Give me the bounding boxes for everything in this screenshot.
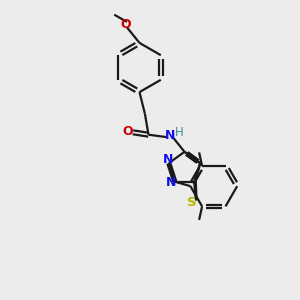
- Text: O: O: [123, 124, 134, 138]
- Text: H: H: [175, 126, 184, 139]
- Text: N: N: [163, 152, 173, 166]
- Text: N: N: [166, 176, 176, 189]
- Text: N: N: [165, 129, 175, 142]
- Text: O: O: [120, 18, 131, 31]
- Text: S: S: [187, 196, 196, 209]
